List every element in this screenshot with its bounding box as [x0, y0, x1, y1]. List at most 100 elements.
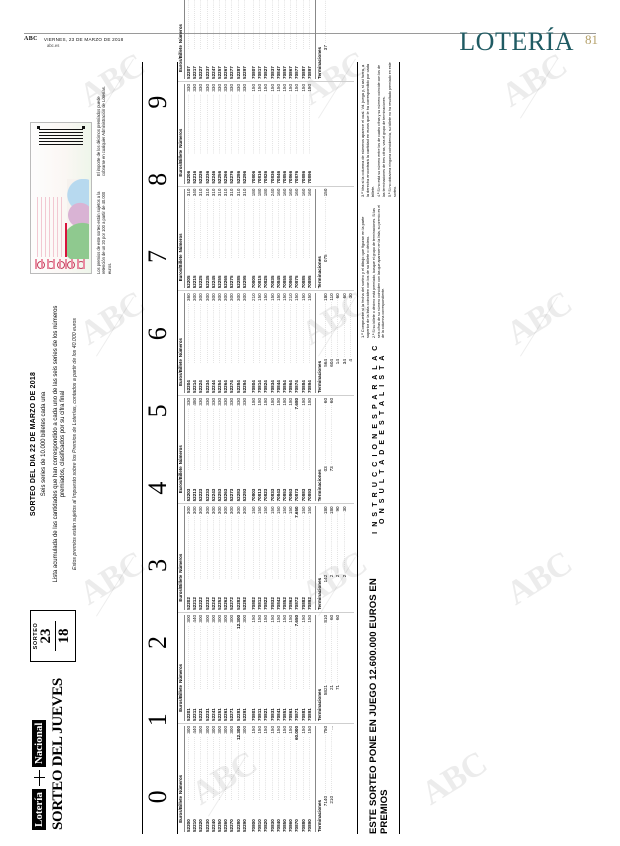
digit-header-2: 2: [143, 636, 172, 649]
masthead-left: ABC VIERNES, 23 DE MARZO DE 2018: [24, 36, 123, 43]
leader-dots: ········································: [323, 196, 329, 253]
sheet-title: SORTEO DEL DIA 22 DE MARZO DE 2018: [30, 371, 37, 517]
digit-headers: 0 1 2 3 4 5 6 7 8 9: [143, 62, 177, 834]
logo-word-loteria: Lotería: [32, 789, 46, 830]
prize-number: 52292: [241, 597, 247, 610]
sorteo-year: 18: [56, 628, 73, 644]
prize-block: 52207 ···································…: [186, 0, 248, 79]
prize-amount: 330: [241, 83, 247, 92]
column-header: Euros/Billete Números: [178, 506, 185, 610]
prize-amount: 300: [241, 293, 247, 301]
leader-dots: ········································: [347, 298, 353, 358]
prize-number: 52291: [241, 708, 247, 721]
leader-dots: ········································: [329, 729, 335, 794]
terminaciones-title: Terminaciones: [317, 256, 323, 289]
page-number: 81: [585, 32, 598, 47]
terminaciones-block: Terminaciones 075 ························…: [315, 188, 330, 289]
prize-row: 70895 ···································…: [307, 189, 313, 289]
leader-dots: ········································: [329, 403, 335, 465]
instruction-note-2: 2.ª Si su billete o décimo está premiado…: [372, 204, 386, 338]
terminaciones-row: 4 ·······································…: [348, 293, 354, 393]
terminacion-number: 73: [329, 466, 335, 472]
prize-number: 52296: [241, 170, 247, 184]
terminaciones-block: Terminaciones 03 ·························…: [315, 397, 336, 502]
leader-dots: ········································: [306, 516, 312, 579]
ticket-dot: [82, 126, 85, 129]
terminacion-amount: 30: [347, 293, 353, 299]
leader-dots: ········································: [306, 302, 312, 364]
prize-row: 52297 ···································…: [242, 0, 248, 79]
digit-header-4: 4: [143, 481, 172, 495]
header-numeros: Números: [178, 553, 183, 573]
prize-block: 70807 ···································…: [251, 0, 313, 79]
prize-number: 70894: [306, 380, 312, 393]
header-numeros: Números: [178, 128, 183, 148]
terminaciones-title: Terminaciones: [317, 799, 323, 832]
digit-header-9: 9: [143, 95, 172, 109]
leader-dots: ········································: [306, 407, 312, 471]
prize-row: 70897 ···································…: [307, 0, 313, 79]
header-numeros: Números: [178, 445, 183, 465]
prize-block: 70805 ···································…: [251, 189, 313, 289]
sorteo-number-box: SORTEO 23 18: [30, 610, 77, 662]
legend-col-1: Los premios de este sorteo están sujetos…: [96, 191, 112, 274]
terminaciones-row: 71 ······································…: [335, 615, 341, 721]
prize-block: 70801 ···································…: [251, 615, 313, 721]
column-header: Euros/Billete Números: [178, 188, 185, 289]
prize-row: 52291 ···································…: [242, 615, 248, 721]
masthead-site: abc.es: [47, 43, 60, 48]
prize-row: 70892 ···································…: [307, 506, 313, 609]
digit-header-6: 6: [143, 327, 172, 341]
column-header: Euros/Billete Números: [178, 725, 185, 832]
prize-row: 70890 ···································…: [307, 726, 313, 832]
prize-amount: 160: [306, 188, 312, 197]
prize-row: 70894 ···································…: [307, 293, 313, 393]
column-header: Euros/Billete Números: [178, 397, 185, 502]
prize-block: 70802 ···································…: [251, 506, 313, 609]
ticket-guilloche: [37, 197, 63, 257]
terminacion-number: 71: [335, 684, 341, 691]
instruction-note-3: 3.ª Vea si la columna de números aparece…: [360, 63, 376, 197]
prize-block: 70800 ···································…: [251, 726, 313, 832]
prize-amount: 300: [241, 614, 247, 623]
header-numeros: Números: [178, 774, 183, 794]
prize-column-4: Euros/Billete Números 52204 ···············…: [178, 290, 355, 395]
digit-header-7: 7: [143, 250, 172, 263]
header-numeros: Números: [178, 233, 183, 253]
leader-dots: ········································: [306, 624, 312, 690]
leader-dots: ········································: [241, 93, 247, 154]
prize-number: 70896: [306, 170, 312, 184]
prize-row: 70891 ···································…: [307, 615, 313, 721]
leader-dots: ········································: [241, 735, 247, 801]
masthead-brand: ABC: [24, 36, 38, 42]
prize-pool-headline: ESTE SORTEO PONE EN JUEGO 12.600.000 EUR…: [367, 578, 390, 834]
sorteo-number: 23: [38, 628, 54, 644]
column-header: Euros/Billete Números: [178, 293, 185, 393]
prize-block: 52202 ···································…: [186, 506, 248, 609]
header-numeros: Números: [178, 663, 183, 683]
leader-dots: ········································: [241, 624, 247, 690]
header-euros: Euros/Billete: [178, 684, 183, 712]
header-euros: Euros/Billete: [178, 149, 183, 177]
terminaciones-row: 2 ·······································…: [342, 506, 348, 609]
prize-number: 52297: [241, 66, 247, 79]
prize-grid: Euros/Billete Números 52200 ···············…: [177, 0, 355, 834]
leader-dots: ········································: [306, 0, 312, 50]
header-numeros: Números: [178, 24, 183, 44]
leader-dots: ········································: [241, 0, 247, 50]
ticket-illustration: [67, 179, 89, 259]
instruction-note-1: 1.ª Compruebe si la fecha del sorteo y e…: [360, 216, 371, 338]
terminacion-number: 2: [341, 574, 347, 578]
column-header: Euros/Billete Números: [178, 614, 185, 721]
lottery-ticket-image: [30, 122, 92, 274]
prize-amount: 310: [241, 188, 247, 197]
prize-column-1: Euros/Billete Números 52201 ···············…: [178, 611, 355, 723]
terminacion-amount: 150: [323, 188, 329, 197]
prize-block: 52204 ···································…: [186, 293, 248, 393]
terminaciones-row: 37 ······································…: [323, 0, 329, 79]
legend-col-2: El importe de los décimos premiados pued…: [96, 86, 107, 176]
sheet-legend: Los premios de este sorteo están sujetos…: [96, 84, 112, 274]
prize-number: 52295: [241, 275, 247, 289]
prize-number: 70895: [306, 275, 312, 289]
